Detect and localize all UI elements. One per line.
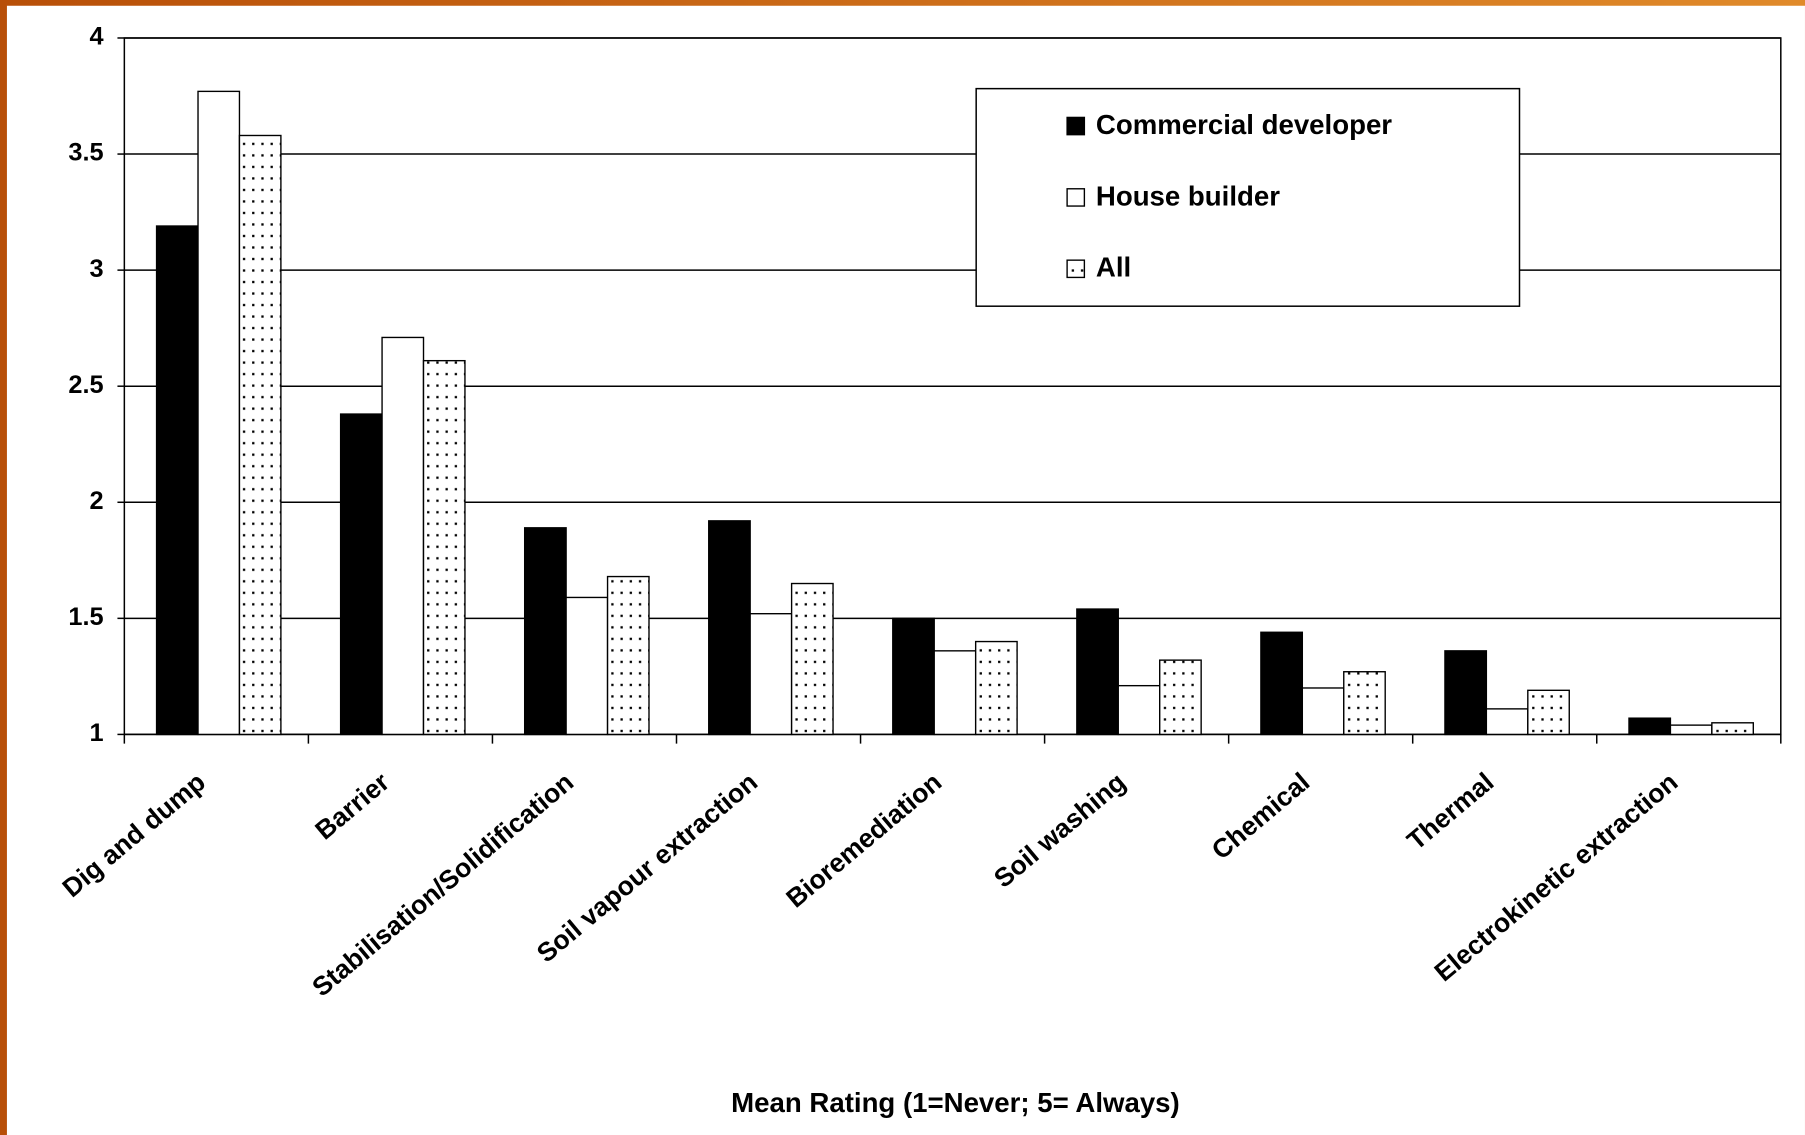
legend-label: All <box>1096 252 1131 283</box>
bar <box>749 613 793 736</box>
y-tick-label: 2 <box>90 487 104 515</box>
bar <box>790 582 834 736</box>
bar <box>339 413 383 736</box>
bar <box>1527 689 1570 736</box>
bar <box>1159 659 1202 736</box>
bar <box>1343 671 1386 736</box>
legend-swatch <box>1066 259 1086 279</box>
bar <box>1485 708 1529 736</box>
bar <box>422 359 466 736</box>
bar <box>1301 687 1345 736</box>
bar <box>933 650 977 736</box>
y-tick-label: 3 <box>90 255 104 283</box>
bar <box>1117 684 1161 736</box>
y-tick-label: 3.5 <box>68 139 103 167</box>
legend-swatch <box>1066 188 1086 207</box>
legend-swatch <box>1066 116 1086 136</box>
bar <box>1260 631 1304 736</box>
y-tick-label: 2.5 <box>68 371 103 399</box>
bar <box>1711 722 1754 736</box>
bar <box>1444 650 1488 736</box>
bar <box>892 617 935 736</box>
bar <box>708 520 751 736</box>
bar <box>606 575 650 736</box>
x-axis-title: Mean Rating (1=Never; 5= Always) <box>731 1087 1180 1118</box>
bar <box>974 640 1018 736</box>
bar <box>1628 717 1672 736</box>
bar <box>238 134 282 736</box>
y-tick-label: 4 <box>90 23 104 51</box>
bar <box>1669 724 1713 736</box>
y-tick-label: 1 <box>90 719 104 747</box>
bar <box>155 225 199 736</box>
legend-label: Commercial developer <box>1096 109 1392 140</box>
bar <box>1076 608 1119 736</box>
bar <box>523 527 567 736</box>
bar <box>197 90 241 736</box>
legend-label: House builder <box>1096 180 1280 211</box>
y-tick-label: 1.5 <box>68 603 103 631</box>
bar <box>565 596 609 736</box>
bar <box>381 336 425 736</box>
